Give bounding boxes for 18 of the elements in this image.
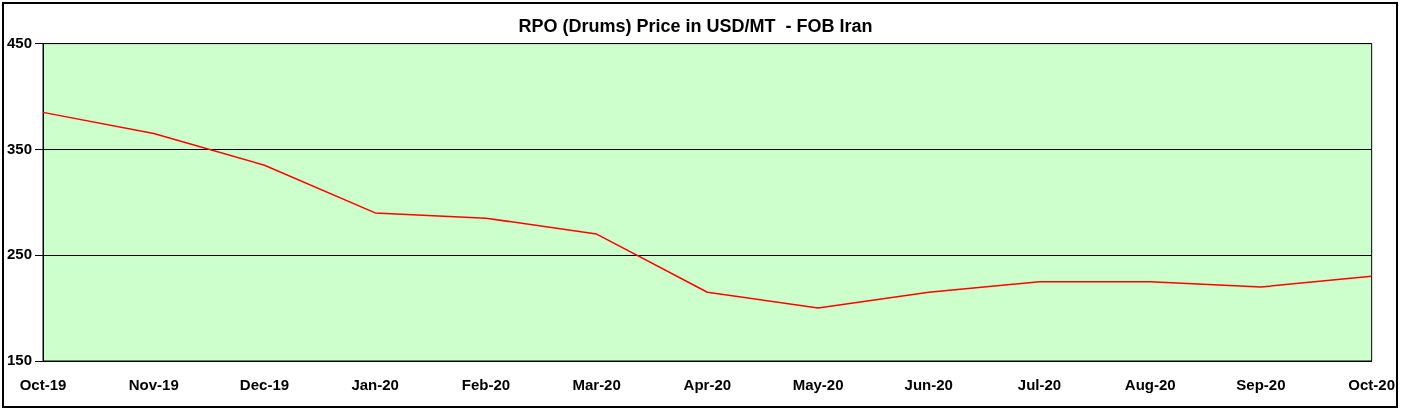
x-tick-label: May-20 — [792, 376, 844, 394]
x-tick-label: Jun-20 — [904, 376, 953, 394]
x-tick-label: Oct-20 — [1348, 376, 1395, 394]
x-tick-label: Jan-20 — [351, 376, 399, 394]
x-tick-label: Mar-20 — [572, 376, 621, 394]
y-tick-label: 250 — [7, 245, 33, 263]
x-tick-label: Feb-20 — [461, 376, 511, 394]
x-tick-label: Jul-20 — [1017, 376, 1062, 394]
y-tick-label: 450 — [7, 33, 33, 51]
y-tick-label: 350 — [7, 139, 33, 157]
y-tick-label: 150 — [7, 351, 33, 369]
x-tick-label: Apr-20 — [683, 376, 732, 394]
x-tick-label: Nov-19 — [128, 376, 179, 394]
x-tick-label: Oct-19 — [19, 376, 67, 394]
x-tick-label: Sep-20 — [1236, 376, 1286, 394]
x-tick-label: Dec-19 — [239, 376, 290, 394]
chart-title: RPO (Drums) Price in USD/MT - FOB Iran — [518, 15, 873, 36]
x-tick-label: Aug-20 — [1124, 376, 1176, 394]
